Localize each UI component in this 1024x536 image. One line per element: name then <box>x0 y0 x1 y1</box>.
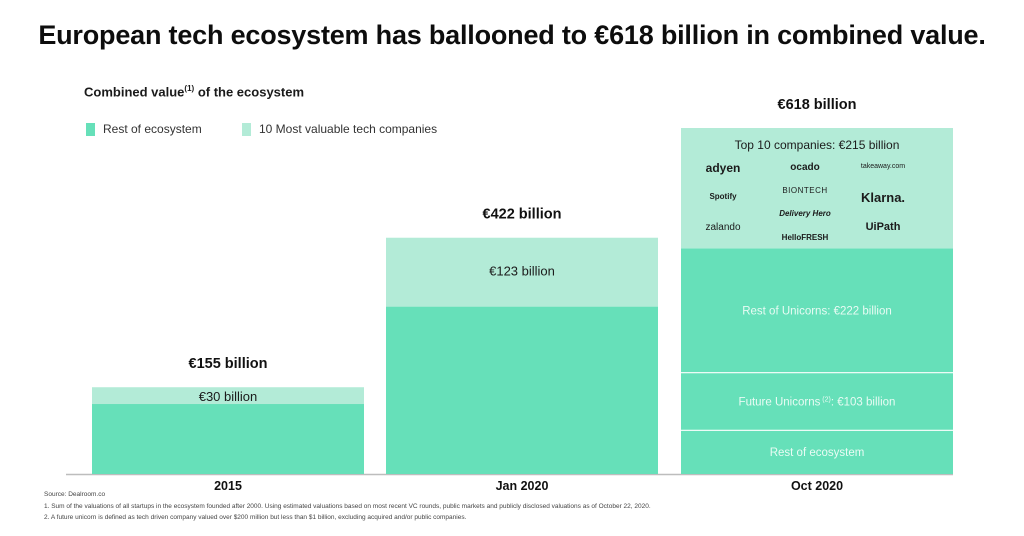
total-label-2: €618 billion <box>778 97 857 113</box>
legend-swatch-rest <box>86 122 95 136</box>
logo-adyen: adyen <box>705 161 741 175</box>
total-label-1: €422 billion <box>483 207 562 223</box>
footnote-1: 1. Sum of the valuations of all startups… <box>44 502 651 510</box>
top10-logos: adyen ocado takeaway.com Spotify BIONTEC… <box>681 158 953 248</box>
subtitle-footnote-ref: (1) <box>184 84 195 93</box>
logo-klarna: Klarna. <box>860 190 906 205</box>
segment-label-2-3: Top 10 companies: €215 billion <box>735 138 900 152</box>
bar-segment-2-3 <box>681 128 953 249</box>
bar-segment-2-0 <box>681 430 953 474</box>
subtitle-suffix: of the ecosystem <box>194 84 305 100</box>
category-label-0: 2015 <box>214 479 242 493</box>
segment-label-0-1: €30 billion <box>199 389 258 404</box>
bar-segment-2-1 <box>681 372 953 431</box>
legend-label-top10: 10 Most valuable tech companies <box>259 122 438 136</box>
legend-label-rest: Rest of ecosystem <box>103 122 202 136</box>
logo-spotify: Spotify <box>709 192 737 201</box>
bar-segment-0-1 <box>92 387 364 405</box>
segment-label-suffix-2-1: : €103 billion <box>831 396 896 408</box>
footnotes: Source: Dealroom.co 1. Sum of the valuat… <box>44 489 651 524</box>
logo-uipath: UiPath <box>865 221 901 233</box>
logo-ocado: ocado <box>790 162 820 173</box>
logo-delivery-hero: Delivery Hero <box>779 209 831 218</box>
category-label-1: Jan 2020 <box>496 479 549 493</box>
chart-subtitle: Combined value(1) of the ecosystem <box>84 84 304 99</box>
chart-title: European tech ecosystem has ballooned to… <box>38 20 986 50</box>
logo-biontech: BIONTECH <box>782 186 828 195</box>
footnote-source: Source: Dealroom.co <box>44 491 106 498</box>
category-label-2: Oct 2020 <box>791 479 843 493</box>
footnote-2: 2. A future unicorn is defined as tech d… <box>44 514 467 521</box>
bar-segment-1-0 <box>386 306 658 474</box>
bar-segment-0-0 <box>92 404 364 474</box>
segment-label-1-1: €123 billion <box>489 264 555 279</box>
segment-label-2-2: Rest of Unicorns: €222 billion <box>742 306 892 318</box>
segment-label-sup-2-1: (2) <box>820 396 831 403</box>
bar-segment-1-1 <box>386 237 658 307</box>
segment-label-2-0: Rest of ecosystem <box>770 447 865 459</box>
legend-item-rest: Rest of ecosystem <box>86 122 202 136</box>
logo-zalando: zalando <box>705 222 741 233</box>
legend-item-top10: 10 Most valuable tech companies <box>242 122 437 136</box>
legend-swatch-top10 <box>242 122 251 136</box>
bar-segment-2-2 <box>681 248 953 373</box>
subtitle-text: Combined value <box>84 84 185 100</box>
logo-hellofresh: HelloFRESH <box>781 233 829 242</box>
segment-label-2-1: Future Unicorns (2): €103 billion <box>739 396 896 408</box>
total-label-0: €155 billion <box>189 356 268 372</box>
logo-takeaway: takeaway.com <box>860 163 906 170</box>
